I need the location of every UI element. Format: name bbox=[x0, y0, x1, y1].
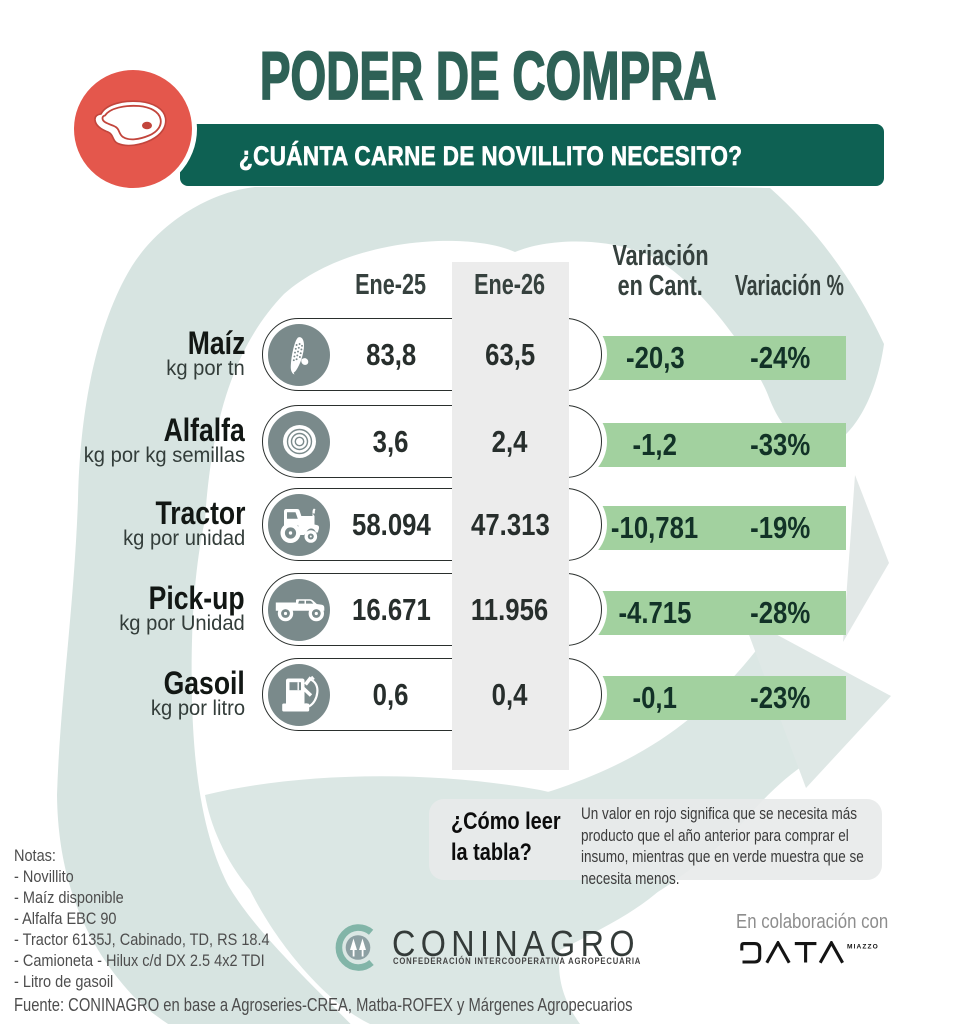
svg-text:MIAZZO: MIAZZO bbox=[847, 944, 879, 951]
